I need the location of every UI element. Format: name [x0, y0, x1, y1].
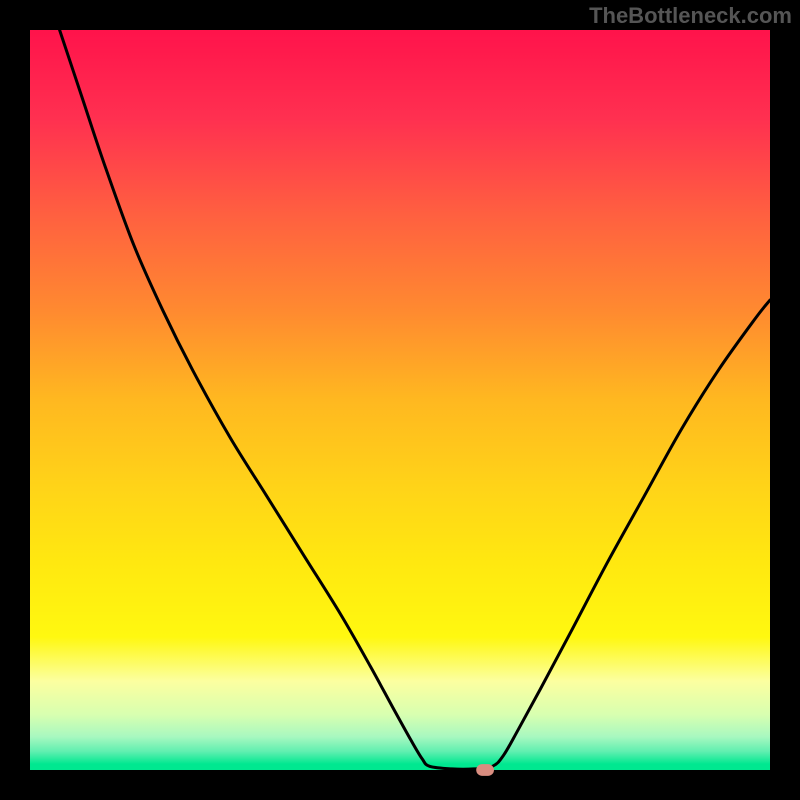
plot-area — [30, 30, 770, 770]
bottleneck-chart: TheBottleneck.com — [0, 0, 800, 800]
chart-svg — [0, 0, 800, 800]
optimal-marker — [476, 764, 494, 776]
